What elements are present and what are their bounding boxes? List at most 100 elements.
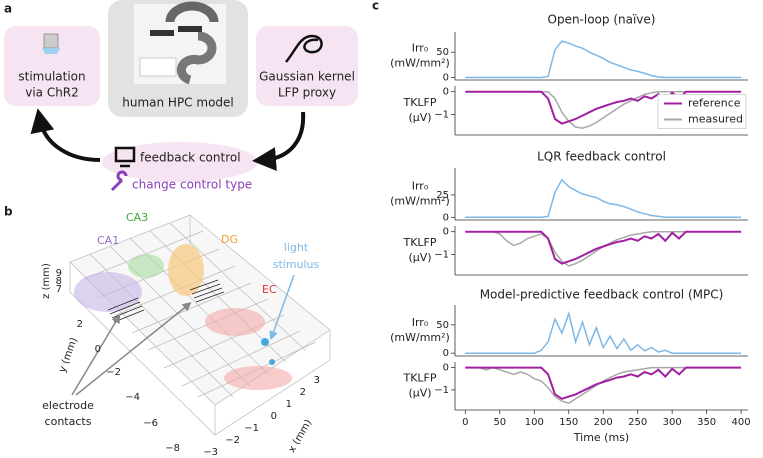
y-axis-label: TKLFP <box>402 96 436 109</box>
light-spot <box>261 338 269 346</box>
model-shape <box>178 26 202 32</box>
line-series <box>465 40 742 79</box>
y-tick-label: −1 <box>434 109 449 120</box>
x-axis-label: Time (ms) <box>573 431 629 444</box>
panel-letter: a <box>4 2 12 16</box>
legend-label: reference <box>688 97 741 110</box>
region-label: EC <box>262 283 277 296</box>
x-tick-label: 300 <box>663 417 682 428</box>
model-text: human HPC model <box>122 96 234 110</box>
x-tick-label: 250 <box>628 417 647 428</box>
chart-title: Model-predictive feedback control (MPC) <box>480 288 724 302</box>
line-series <box>465 366 742 405</box>
light-icon <box>43 33 59 49</box>
line-series <box>465 90 742 125</box>
y-axis-label: (µV) <box>408 251 431 264</box>
line-series <box>465 366 742 400</box>
tick-label: −4 <box>125 392 140 403</box>
model-shape <box>165 1 219 23</box>
tick-label: 3 <box>314 375 320 386</box>
tick-label: −2 <box>106 367 121 378</box>
y-axis-label: Irr₀ <box>412 180 429 193</box>
ca1-cloud <box>74 272 142 312</box>
y-tick-label: 0 <box>443 363 449 374</box>
y-axis-label: (mW/mm²) <box>390 331 450 344</box>
x-tick-label: 350 <box>697 417 716 428</box>
y-tick-label: 0 <box>443 212 449 223</box>
x-tick-label: 50 <box>493 417 506 428</box>
feedback-text: feedback control <box>140 151 241 165</box>
chart-title: Open-loop (naïve) <box>548 13 656 27</box>
tick-label: 1 <box>286 399 292 410</box>
x-tick-label: 200 <box>594 417 613 428</box>
light-label: stimulus <box>273 258 320 271</box>
ec-cloud <box>205 308 265 336</box>
tick-label: −3 <box>203 447 218 458</box>
light-spot <box>269 359 275 365</box>
y-axis-label: (µV) <box>408 387 431 400</box>
region-label: CA3 <box>126 211 148 224</box>
chart-title: LQR feedback control <box>537 150 666 164</box>
electrode-label: contacts <box>45 415 92 428</box>
y-tick-label: 0 <box>443 348 449 359</box>
tick-label: −6 <box>143 418 158 429</box>
tick-label: 2 <box>300 387 306 398</box>
y-axis-label: (mW/mm²) <box>390 195 450 208</box>
legend-box <box>657 94 747 129</box>
tick-label: 8 <box>56 276 62 287</box>
x-tick-label: 100 <box>525 417 544 428</box>
y-axis-label: (mW/mm²) <box>390 57 450 70</box>
y-tick-label: 25 <box>436 190 449 201</box>
electrodes <box>107 279 225 323</box>
panel-letter: c <box>372 0 379 13</box>
y-tick-label: 50 <box>436 320 449 331</box>
proxy-icon <box>285 34 323 63</box>
x-tick-label: 150 <box>559 417 578 428</box>
y-tick-label: −1 <box>434 249 449 260</box>
axis-label: z (mm) <box>41 263 52 299</box>
stim-text: via ChR2 <box>25 86 79 100</box>
wrench-icon <box>110 170 128 192</box>
tick-label: 7 <box>56 284 62 295</box>
arrow <box>30 108 101 162</box>
y-axis-label: (µV) <box>408 111 431 124</box>
proxy-text: LFP proxy <box>278 86 336 100</box>
light-icon-beam <box>42 48 60 54</box>
light-arrow <box>269 274 295 341</box>
y-tick-label: 0 <box>443 72 449 83</box>
x-tick-label: 400 <box>732 417 751 428</box>
y-tick-label: 0 <box>443 87 449 98</box>
tick-label: 0 <box>271 411 277 422</box>
y-tick-label: 50 <box>436 47 449 58</box>
tick-label: 0 <box>95 344 101 355</box>
y-tick-label: −1 <box>434 385 449 396</box>
electrode-arrow <box>75 302 192 396</box>
tick-label: −1 <box>244 423 259 434</box>
ec-cloud <box>224 366 292 390</box>
line-series <box>465 310 742 354</box>
tick-label: 9 <box>56 268 62 279</box>
y-tick-label: 0 <box>443 227 449 238</box>
y-axis-label: Irr₀ <box>412 42 429 55</box>
model-shape <box>150 30 174 36</box>
y-axis-label: Irr₀ <box>412 316 429 329</box>
axis-label: x (mm) <box>287 418 315 455</box>
panel-letter: b <box>4 205 13 219</box>
arrow <box>252 111 306 172</box>
tick-label: −8 <box>165 443 180 454</box>
stim-text: stimulation <box>18 70 85 84</box>
y-axis-label: TKLFP <box>402 372 436 385</box>
monitor-icon <box>114 146 136 163</box>
x-tick-label: 0 <box>462 417 468 428</box>
tick-label: 2 <box>77 319 83 330</box>
model-legend <box>139 57 177 77</box>
proxy-box <box>256 26 358 106</box>
axis-label: y (mm) <box>57 336 80 374</box>
electrode-arrow <box>71 314 121 396</box>
line-series <box>465 230 742 267</box>
region-label: CA1 <box>97 234 119 247</box>
light-label: light <box>284 241 309 254</box>
ca3-cloud <box>128 254 164 278</box>
